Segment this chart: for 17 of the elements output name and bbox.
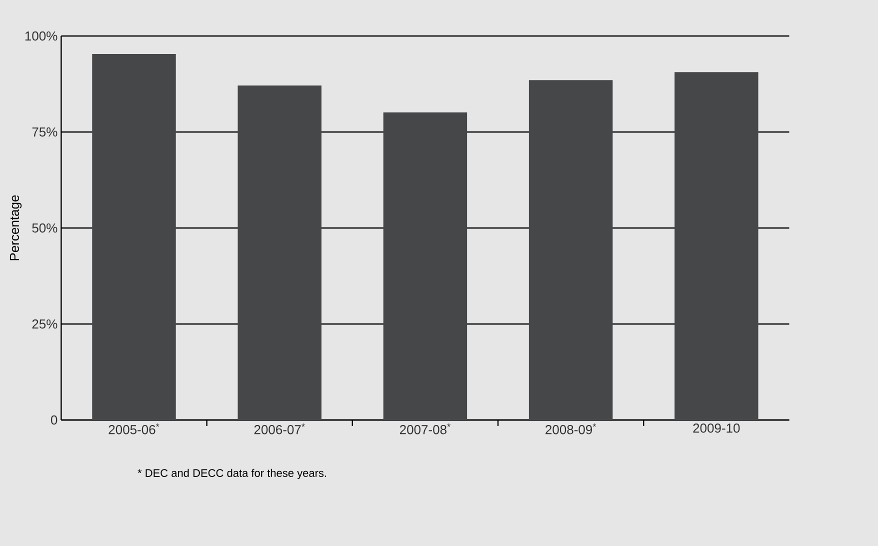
bar <box>528 80 613 420</box>
y-tick-label: 100% <box>25 31 58 41</box>
y-axis-title: Percentage <box>10 195 22 260</box>
y-tick-label: 25% <box>32 319 58 329</box>
x-tick-label: 2008-09$^{*}$ <box>546 424 596 434</box>
x-tick-label: 2007-08$^{*}$ <box>400 424 450 434</box>
bar <box>238 86 322 420</box>
text: * DEC and DECC data for these years. <box>138 468 326 480</box>
y-tick-label: 50% <box>32 223 58 233</box>
x-tick-label: 2005-06$^{*}$ <box>108 424 160 434</box>
y-tick-label: 0 <box>50 415 58 425</box>
x-tick-label: 2009-10 <box>693 424 740 433</box>
bar <box>383 112 468 420</box>
bar <box>674 72 758 420</box>
y-tick-label: 75% <box>32 127 58 137</box>
x-tick-label: 2006-07$^{*}$ <box>254 424 305 434</box>
bar <box>92 54 176 420</box>
